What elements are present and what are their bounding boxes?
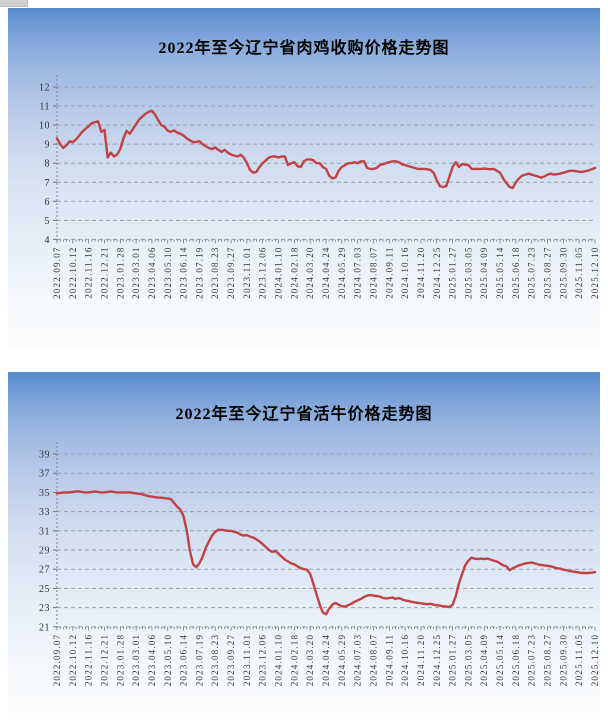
- svg-text:2025.04.09: 2025.04.09: [479, 634, 489, 687]
- svg-text:5: 5: [45, 216, 51, 227]
- svg-text:2022.10.12: 2022.10.12: [68, 634, 78, 687]
- svg-text:2024.01.10: 2024.01.10: [274, 246, 284, 299]
- svg-text:2025.11.05: 2025.11.05: [574, 246, 584, 298]
- svg-text:2025.12.10: 2025.12.10: [590, 634, 600, 687]
- svg-text:2023.09.27: 2023.09.27: [226, 246, 236, 299]
- svg-text:2024.02.18: 2024.02.18: [289, 246, 299, 299]
- svg-text:2022.11.16: 2022.11.16: [84, 634, 94, 686]
- svg-text:2023.11.01: 2023.11.01: [242, 246, 252, 298]
- svg-text:2024.10.16: 2024.10.16: [400, 634, 410, 687]
- svg-text:2025.04.09: 2025.04.09: [479, 246, 489, 299]
- svg-text:2023.07.19: 2023.07.19: [194, 246, 204, 299]
- svg-text:2024.05.29: 2024.05.29: [337, 634, 347, 687]
- svg-text:2024.04.24: 2024.04.24: [321, 634, 331, 687]
- svg-text:23: 23: [39, 603, 50, 614]
- svg-text:11: 11: [39, 102, 50, 113]
- svg-text:2023.11.01: 2023.11.01: [242, 634, 252, 686]
- svg-text:2022.09.07: 2022.09.07: [52, 246, 62, 299]
- svg-text:2025.01.27: 2025.01.27: [448, 634, 458, 687]
- svg-text:2023.08.23: 2023.08.23: [210, 246, 220, 299]
- svg-text:2025.08.27: 2025.08.27: [543, 246, 553, 299]
- svg-text:21: 21: [39, 622, 50, 633]
- svg-text:2025.11.05: 2025.11.05: [574, 634, 584, 686]
- svg-text:35: 35: [39, 488, 50, 499]
- svg-text:29: 29: [39, 546, 50, 557]
- svg-text:2023.07.19: 2023.07.19: [194, 634, 204, 687]
- svg-text:2025.01.27: 2025.01.27: [448, 246, 458, 299]
- svg-text:2025.03.05: 2025.03.05: [463, 246, 473, 299]
- svg-text:2023.09.27: 2023.09.27: [226, 634, 236, 687]
- svg-text:2025.09.30: 2025.09.30: [558, 634, 568, 687]
- svg-text:2024.09.11: 2024.09.11: [384, 634, 394, 686]
- svg-text:2023.01.28: 2023.01.28: [115, 634, 125, 687]
- svg-text:4: 4: [45, 235, 51, 246]
- svg-text:2024.03.20: 2024.03.20: [305, 634, 315, 687]
- svg-text:2025.05.14: 2025.05.14: [495, 634, 505, 687]
- svg-text:8: 8: [45, 159, 51, 170]
- svg-text:2024.01.10: 2024.01.10: [274, 634, 284, 687]
- svg-text:2024.11.20: 2024.11.20: [416, 634, 426, 686]
- svg-text:2025.08.27: 2025.08.27: [543, 634, 553, 687]
- svg-text:33: 33: [39, 507, 50, 518]
- svg-text:2024.12.25: 2024.12.25: [432, 246, 442, 299]
- svg-text:2025.06.18: 2025.06.18: [511, 246, 521, 299]
- svg-text:2025.07.23: 2025.07.23: [527, 246, 537, 299]
- svg-text:9: 9: [45, 140, 51, 151]
- svg-text:2023.12.06: 2023.12.06: [258, 634, 268, 687]
- svg-text:12: 12: [39, 83, 50, 94]
- svg-text:2023.03.01: 2023.03.01: [131, 634, 141, 687]
- svg-text:2023.04.06: 2023.04.06: [147, 634, 157, 687]
- svg-text:2025.03.05: 2025.03.05: [463, 634, 473, 687]
- svg-text:7: 7: [45, 178, 51, 189]
- svg-text:2023.03.01: 2023.03.01: [131, 246, 141, 299]
- svg-text:2024.10.16: 2024.10.16: [400, 246, 410, 299]
- svg-text:2023.12.06: 2023.12.06: [258, 246, 268, 299]
- svg-text:2024.07.03: 2024.07.03: [353, 246, 363, 299]
- svg-text:25: 25: [39, 584, 50, 595]
- chart-title: 2022年至今辽宁省肉鸡收购价格走势图: [158, 40, 450, 57]
- broiler-price-chart-panel: 2022年至今辽宁省肉鸡收购价格走势图 12 11 10 9 8 7 6 5 4 2022.09.…: [8, 8, 600, 348]
- svg-text:2023.01.28: 2023.01.28: [115, 246, 125, 299]
- svg-text:2022.11.16: 2022.11.16: [84, 246, 94, 298]
- svg-text:2022.09.07: 2022.09.07: [52, 634, 62, 687]
- svg-text:2024.02.18: 2024.02.18: [289, 634, 299, 687]
- svg-text:2023.05.10: 2023.05.10: [163, 246, 173, 299]
- svg-text:2023.06.14: 2023.06.14: [179, 634, 189, 687]
- svg-text:27: 27: [39, 565, 50, 576]
- svg-text:37: 37: [39, 469, 50, 480]
- svg-text:2024.07.03: 2024.07.03: [353, 634, 363, 687]
- svg-text:10: 10: [39, 121, 50, 132]
- svg-text:2025.05.14: 2025.05.14: [495, 246, 505, 299]
- svg-text:2024.04.24: 2024.04.24: [321, 246, 331, 299]
- svg-text:2023.05.10: 2023.05.10: [163, 634, 173, 687]
- svg-text:2024.11.20: 2024.11.20: [416, 246, 426, 298]
- svg-text:2024.09.11: 2024.09.11: [384, 246, 394, 298]
- svg-text:6: 6: [45, 197, 51, 208]
- svg-text:2024.08.07: 2024.08.07: [368, 634, 378, 687]
- svg-text:2025.12.10: 2025.12.10: [590, 246, 600, 299]
- svg-text:2022.12.21: 2022.12.21: [99, 246, 109, 299]
- svg-text:2025.09.30: 2025.09.30: [558, 246, 568, 299]
- svg-text:2024.12.25: 2024.12.25: [432, 634, 442, 687]
- svg-text:2024.05.29: 2024.05.29: [337, 246, 347, 299]
- svg-text:2024.03.20: 2024.03.20: [305, 246, 315, 299]
- svg-text:2023.04.06: 2023.04.06: [147, 246, 157, 299]
- svg-text:2023.06.14: 2023.06.14: [179, 246, 189, 299]
- svg-text:2022.12.21: 2022.12.21: [99, 634, 109, 687]
- svg-text:2025.07.23: 2025.07.23: [527, 634, 537, 687]
- svg-text:39: 39: [39, 450, 50, 461]
- svg-text:2025.06.18: 2025.06.18: [511, 634, 521, 687]
- cattle-price-chart-panel: 2022年至今辽宁省活牛价格走势图 39 37 35 33 31 29 27 25 23 21 20…: [8, 372, 600, 713]
- chart-title: 2022年至今辽宁省活牛价格走势图: [175, 406, 433, 423]
- svg-text:2023.08.23: 2023.08.23: [210, 634, 220, 687]
- corner-artifact: [0, 0, 28, 7]
- svg-text:31: 31: [39, 526, 50, 537]
- svg-text:2022.10.12: 2022.10.12: [68, 246, 78, 299]
- svg-text:2024.08.07: 2024.08.07: [368, 246, 378, 299]
